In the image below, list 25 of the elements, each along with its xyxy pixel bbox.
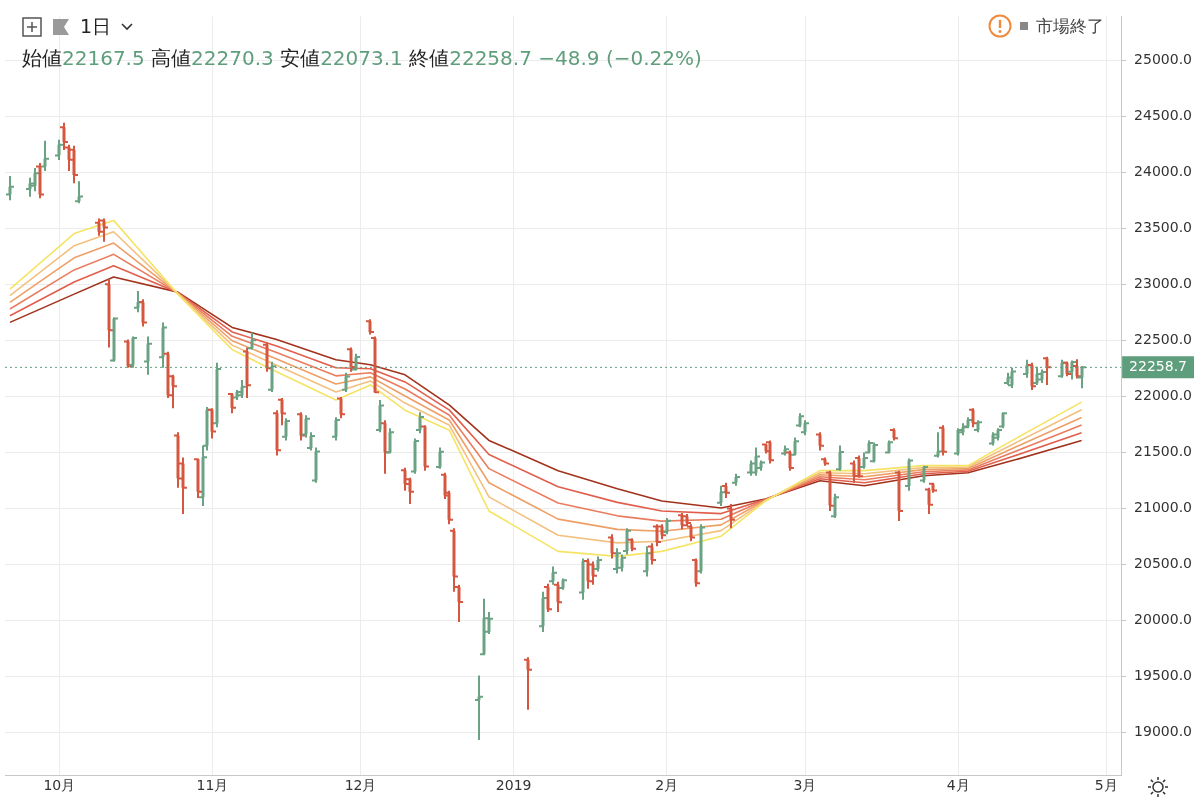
text: 始値22167.5 高値22270.3 安値22073.1 終値22258.7 −48.9 (−0.22%) [22,46,702,70]
x-tick-label: 12月 [344,777,377,794]
y-tick-label: 19000.0 [1134,723,1193,740]
y-tick-label: 21000.0 [1134,499,1193,516]
x-tick-label: 2019 [495,777,532,794]
y-tick-label: 24500.0 [1134,106,1193,123]
x-tick-label: 4月 [946,777,970,794]
y-tick-label: 23000.0 [1134,274,1193,291]
y-tick-label: 20500.0 [1134,555,1193,572]
x-tick-label: 11月 [196,777,229,794]
annotation: 市場終了 [1036,14,1104,38]
y-tick-label: 22500.0 [1134,330,1193,347]
y-tick-label: 22000.0 [1134,387,1193,403]
y-tick-label: 25000.0 [1134,50,1193,67]
ref-line-label: 22258.7 [1129,358,1188,375]
x-tick-label: 10月 [43,777,76,794]
y-tick-label: 19500.0 [1134,667,1193,684]
y-tick-label: 21500.0 [1134,443,1193,460]
chart-title: 1日 [80,14,112,39]
x-tick-label: 3月 [793,777,817,794]
x-tick-label: 5月 [1094,777,1118,794]
x-tick-label: 2月 [655,777,679,794]
y-tick-label: 24000.0 [1134,162,1193,179]
y-tick-label: 23500.0 [1134,218,1193,235]
y-tick-label: 20000.0 [1134,611,1193,628]
